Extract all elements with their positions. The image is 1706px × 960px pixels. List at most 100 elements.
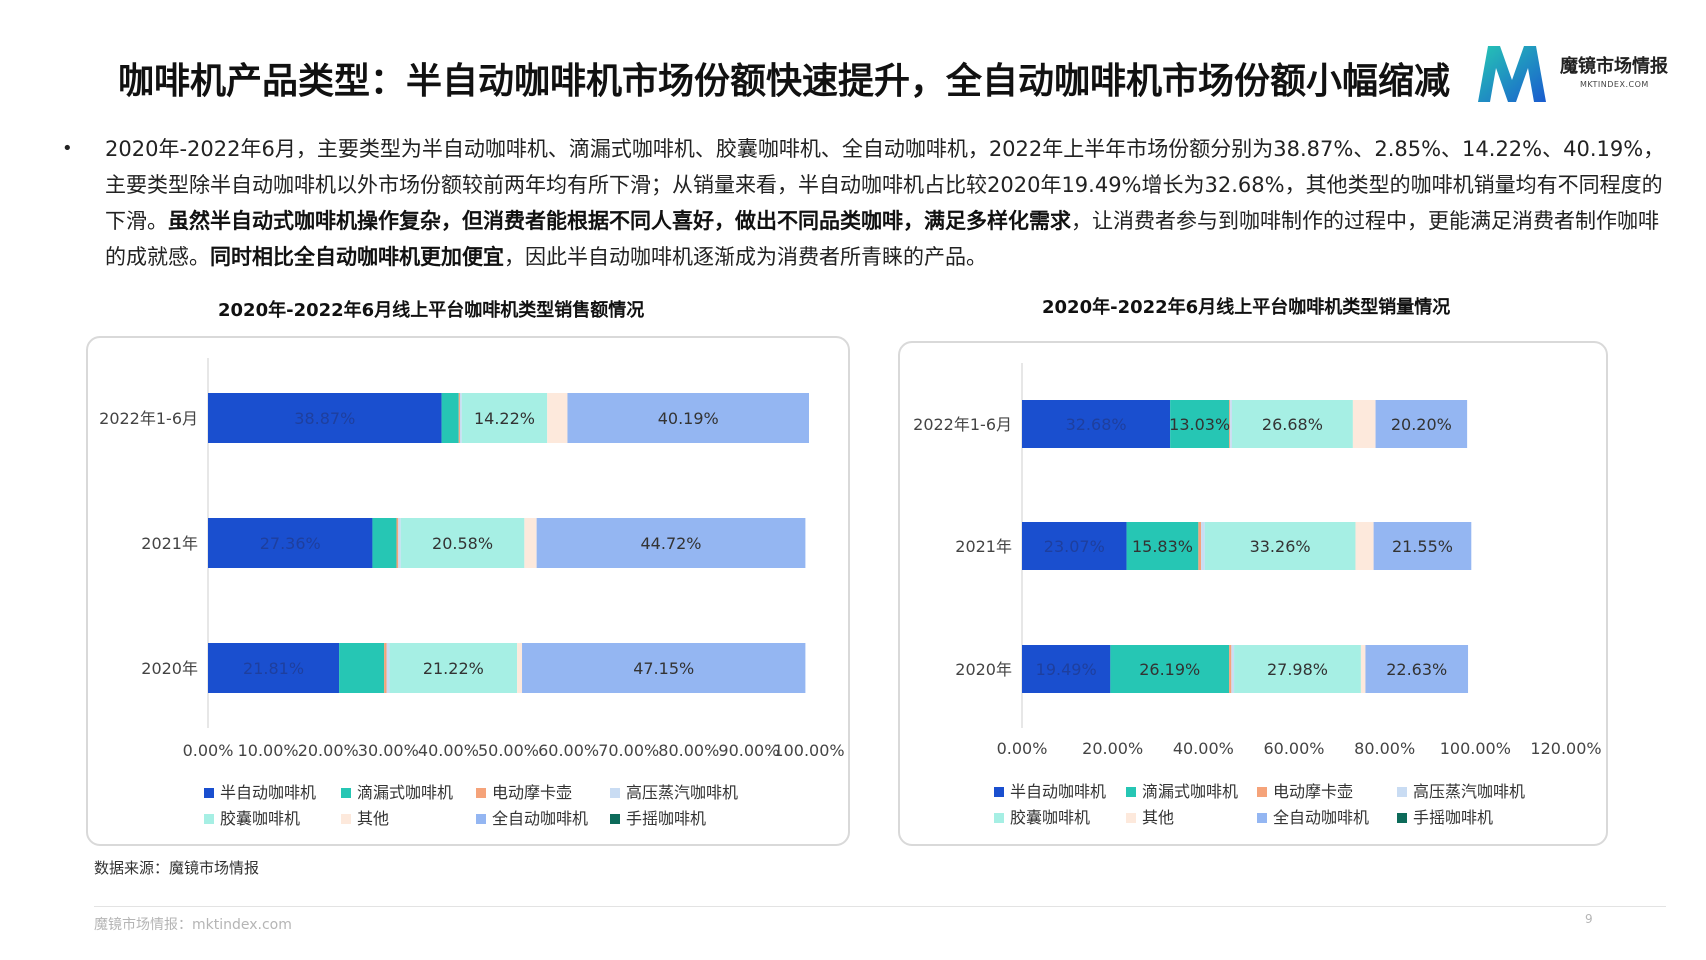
legend-swatch [1257, 813, 1267, 823]
brand-name: 魔镜市场情报 [1560, 56, 1668, 77]
category-label: 2022年1-6月 [99, 409, 198, 428]
data-label: 23.07% [1044, 537, 1105, 556]
brand-url: MKTINDEX.COM [1580, 80, 1649, 89]
x-tick-label: 120.00% [1530, 739, 1601, 758]
x-tick-label: 20.00% [298, 741, 359, 760]
bar-segment [208, 643, 340, 693]
sales-chart: 2022年1-6月 38.87% 14.22% 40.19% 2021年 27.36% 20… [99, 358, 845, 828]
data-label: 21.81% [243, 659, 304, 678]
chart-title-volume: 2020年-2022年6月线上平台咖啡机类型销量情况 [1042, 297, 1451, 318]
bar-segment [389, 643, 518, 693]
x-tick-label: 70.00% [598, 741, 659, 760]
data-label: 47.15% [633, 659, 694, 678]
x-tick-label: 40.00% [1173, 739, 1234, 758]
data-label: 26.68% [1262, 415, 1323, 434]
legend-swatch [610, 788, 620, 798]
category-label: 2020年 [955, 660, 1012, 679]
summary-bold-1: 虽然半自动式咖啡机操作复杂，但消费者能根据不同人喜好，做出不同品类咖啡，满足多样… [168, 209, 1071, 233]
legend-swatch [994, 813, 1004, 823]
data-label: 40.19% [658, 409, 719, 428]
bar-segment [458, 393, 460, 443]
data-label: 32.68% [1066, 415, 1127, 434]
chart-panel-sales: 2022年1-6月 38.87% 14.22% 40.19% 2021年 27.36% 20… [86, 336, 850, 846]
summary-text-3: ，因此半自动咖啡机逐渐成为消费者所青睐的产品。 [504, 245, 987, 269]
footer-divider [94, 906, 1666, 907]
summary-paragraph: 2020年-2022年6月，主要类型为半自动咖啡机、滴漏式咖啡机、胶囊咖啡机、全… [105, 131, 1670, 275]
data-label: 20.58% [432, 534, 493, 553]
data-label: 14.22% [474, 409, 535, 428]
bar-segment [400, 518, 525, 568]
bar-segment [1229, 400, 1231, 448]
x-tick-label: 60.00% [538, 741, 599, 760]
footer-text: 魔镜市场情报：mktindex.com [94, 917, 292, 933]
summary-text-2: ，让消费者参与到咖啡制作的过程中，更能满足消费者制作咖啡的成就感。 [105, 209, 1659, 269]
x-tick-label: 10.00% [238, 741, 299, 760]
bar-segment [339, 643, 385, 693]
legend-swatch [204, 814, 214, 824]
brand-logo-icon [1478, 46, 1546, 102]
legend-label: 电动摩卡壶 [1273, 782, 1353, 801]
legend-label: 高压蒸汽咖啡机 [626, 783, 738, 802]
legend-label: 滴漏式咖啡机 [357, 783, 453, 802]
legend-swatch [1126, 813, 1136, 823]
legend-swatch [204, 788, 214, 798]
summary-text-1: 2020年-2022年6月，主要类型为半自动咖啡机、滴漏式咖啡机、胶囊咖啡机、全… [105, 137, 1665, 233]
data-label: 20.20% [1391, 415, 1452, 434]
x-tick-label: 40.00% [418, 741, 479, 760]
data-label: 13.03% [1169, 415, 1230, 434]
legend-swatch [1257, 787, 1267, 797]
legend-label: 其他 [1142, 808, 1174, 827]
bar-segment [1170, 400, 1230, 448]
data-label: 38.87% [294, 409, 355, 428]
legend-label: 电动摩卡壶 [492, 783, 572, 802]
data-label: 21.22% [423, 659, 484, 678]
bar-segment [372, 518, 397, 568]
category-label: 2021年 [141, 534, 198, 553]
legend-swatch [341, 788, 351, 798]
category-label: 2020年 [141, 659, 198, 678]
legend-label: 胶囊咖啡机 [1010, 808, 1090, 827]
bar-segment [208, 393, 442, 443]
x-tick-label: 0.00% [997, 739, 1048, 758]
legend-label: 胶囊咖啡机 [220, 809, 300, 828]
bar-segment [1126, 522, 1199, 570]
x-tick-label: 90.00% [718, 741, 779, 760]
category-label: 2022年1-6月 [913, 415, 1012, 434]
x-tick-label: 100.00% [1440, 739, 1511, 758]
legend-swatch [341, 814, 351, 824]
bar-segment [1022, 645, 1111, 693]
data-label: 26.19% [1139, 660, 1200, 679]
legend-label: 其他 [357, 809, 389, 828]
volume-chart: 2022年1-6月 32.68% 13.03% 26.68% 20.20% 2021年 23… [913, 363, 1602, 827]
bar-segment [1201, 522, 1205, 570]
category-label: 2021年 [955, 537, 1012, 556]
bar-segment [396, 518, 399, 568]
x-tick-label: 30.00% [358, 741, 419, 760]
bar-segment [386, 643, 390, 693]
legend-label: 半自动咖啡机 [1010, 782, 1106, 801]
bar-segment [1231, 400, 1353, 448]
data-label: 33.26% [1250, 537, 1311, 556]
legend-label: 全自动咖啡机 [492, 809, 588, 828]
bar-segment [1204, 522, 1356, 570]
bar-segment [1365, 645, 1469, 693]
x-tick-label: 50.00% [478, 741, 539, 760]
legend-label: 高压蒸汽咖啡机 [1413, 782, 1525, 801]
bar-segment [384, 643, 387, 693]
bar-segment [1198, 522, 1202, 570]
legend-swatch [610, 814, 620, 824]
bar-segment [524, 518, 537, 568]
legend-label: 手摇咖啡机 [1413, 808, 1493, 827]
x-tick-label: 100.00% [773, 741, 844, 760]
bar-segment [517, 643, 523, 693]
page-title: 咖啡机产品类型：半自动咖啡机市场份额快速提升，全自动咖啡机市场份额小幅缩减 [118, 61, 1451, 102]
chart-title-sales: 2020年-2022年6月线上平台咖啡机类型销售额情况 [218, 300, 645, 321]
data-label: 27.98% [1267, 660, 1328, 679]
bar-segment [398, 518, 401, 568]
data-label: 21.55% [1392, 537, 1453, 556]
summary-bold-2: 同时相比全自动咖啡机更加便宜 [210, 245, 504, 269]
data-label: 27.36% [260, 534, 321, 553]
bar-segment [461, 393, 548, 443]
bar-segment [1234, 645, 1361, 693]
bar-segment [208, 518, 373, 568]
